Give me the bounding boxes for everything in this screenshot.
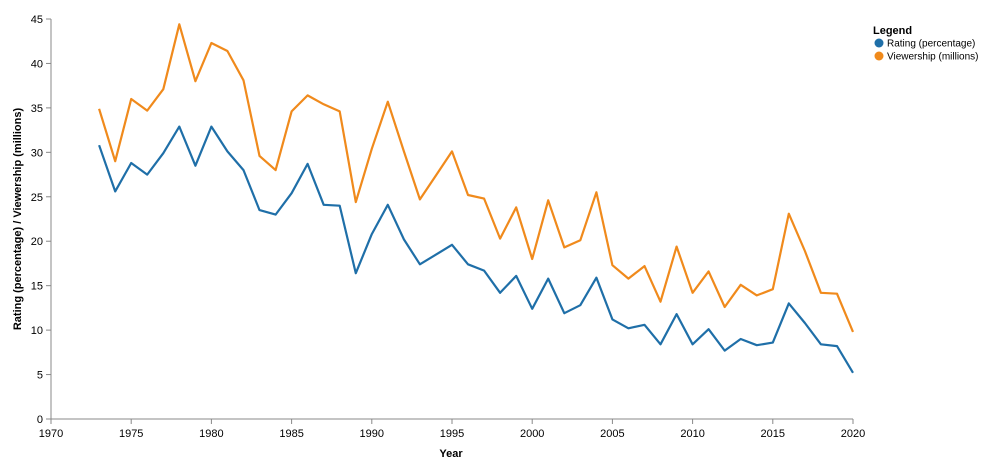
x-tick-label: 1990 [360, 428, 384, 440]
y-tick-label: 30 [31, 147, 43, 159]
x-tick-label: 1985 [279, 428, 303, 440]
x-tick-label: 1995 [440, 428, 464, 440]
y-tick-label: 35 [31, 103, 43, 115]
y-tick-label: 15 [31, 281, 43, 293]
x-tick-label: 1980 [199, 428, 223, 440]
legend-swatch [874, 38, 884, 48]
x-tick-label: 2020 [841, 428, 865, 440]
y-tick-label: 20 [31, 236, 43, 248]
y-tick-label: 5 [37, 370, 43, 382]
y-tick-label: 25 [31, 192, 43, 204]
series-line-viewership [98, 23, 855, 333]
y-tick-label: 0 [37, 414, 43, 426]
y-axis-title: Rating (percentage) / Viewership (millio… [12, 108, 24, 331]
legend-swatch [874, 51, 884, 61]
x-tick-label: 1975 [119, 428, 143, 440]
y-tick-label: 40 [31, 58, 43, 70]
y-tick-label: 10 [31, 325, 43, 337]
x-axis-title: Year [439, 448, 463, 460]
legend-label: Rating (percentage) [887, 39, 975, 50]
x-tick-label: 2000 [520, 428, 544, 440]
series-layer [98, 23, 855, 374]
legend-label: Viewership (millions) [887, 52, 979, 63]
x-axis: 1970 1975 1980 1985 1990 1995 2000 2005 2010 2015… [39, 418, 865, 440]
x-tick-label: 2015 [761, 428, 785, 440]
legend-title: Legend [873, 25, 912, 37]
x-tick-label: 2010 [680, 428, 704, 440]
y-axis: 0 5 10 15 20 25 30 35 40 45 [31, 14, 52, 426]
x-tick-label: 1970 [39, 428, 63, 440]
x-tick-label: 2005 [600, 428, 624, 440]
legend-items: Rating (percentage) Viewership (millions) [874, 38, 979, 63]
series-line-rating [98, 125, 854, 374]
y-tick-label: 45 [31, 14, 43, 26]
legend: Legend Rating (percentage) Viewership (mi… [873, 25, 979, 63]
